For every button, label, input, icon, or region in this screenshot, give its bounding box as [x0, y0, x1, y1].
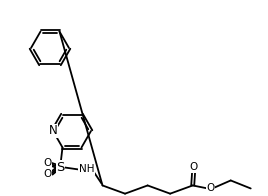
Text: S: S — [56, 161, 65, 174]
Text: O: O — [189, 162, 198, 172]
Text: O: O — [207, 183, 215, 193]
Text: N: N — [49, 124, 57, 138]
Text: O: O — [43, 170, 52, 180]
Text: O: O — [43, 158, 52, 168]
Text: NH: NH — [79, 164, 94, 174]
